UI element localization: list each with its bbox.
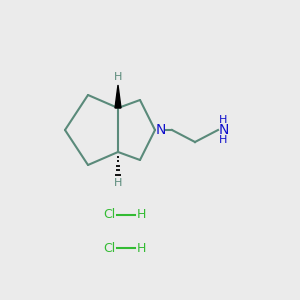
Text: H: H <box>137 242 146 254</box>
Text: Cl: Cl <box>103 208 115 221</box>
Text: H: H <box>114 178 122 188</box>
Text: H: H <box>219 115 227 125</box>
Text: H: H <box>114 72 122 82</box>
Polygon shape <box>115 85 121 108</box>
Text: H: H <box>137 208 146 221</box>
Text: N: N <box>156 123 166 137</box>
Text: Cl: Cl <box>103 242 115 254</box>
Text: N: N <box>219 123 230 137</box>
Text: H: H <box>219 135 227 145</box>
